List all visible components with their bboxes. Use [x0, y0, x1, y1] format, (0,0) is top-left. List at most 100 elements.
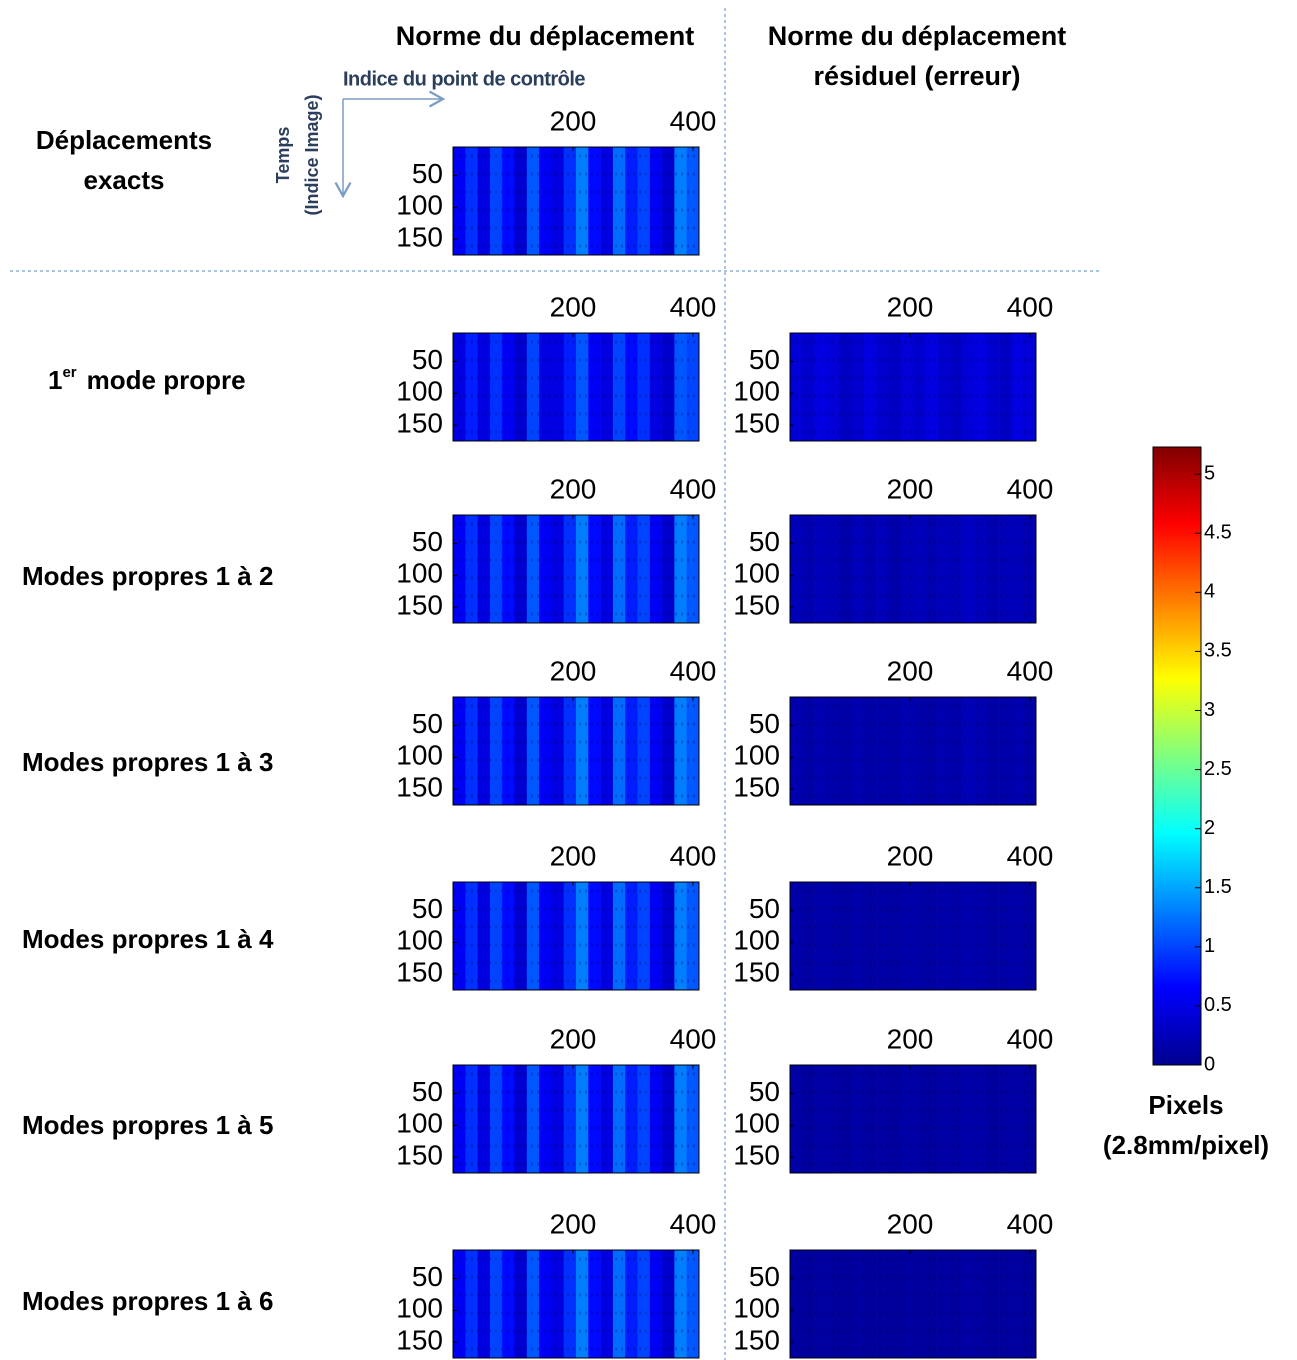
y-tick-label: 150 [396, 408, 443, 439]
heatmap-cell [588, 1250, 601, 1358]
heatmap-cell [563, 1065, 577, 1173]
heatmap-frame [452, 514, 700, 624]
row-label: Modes propres 1 à 4 [22, 924, 274, 954]
heatmap-cell [876, 1065, 889, 1173]
heatmap-cell [625, 1250, 638, 1358]
heatmap-cell [1011, 697, 1024, 805]
heatmap-cell [649, 697, 663, 805]
colorbar-tick-label: 1 [1204, 935, 1215, 957]
row-label-text: mode propre [87, 365, 246, 395]
heatmap-cell [588, 1065, 601, 1173]
heatmap-cell [876, 515, 889, 623]
heatmap-cell [814, 333, 828, 441]
heatmap-cell [900, 882, 914, 990]
heatmap-cell [637, 1250, 651, 1358]
heatmap-cell [802, 333, 815, 441]
colorbar-tick-label: 0.5 [1204, 994, 1232, 1016]
heatmap-cell [851, 333, 865, 441]
heatmap-cell [949, 1250, 963, 1358]
heatmap-cell [876, 697, 889, 805]
x-tick-label: 200 [550, 840, 597, 871]
heatmap-cell [625, 1065, 638, 1173]
heatmap-frame [789, 881, 1037, 991]
heatmap-cell [962, 697, 975, 805]
heatmap-cell [526, 147, 540, 255]
x-tick-label: 400 [1007, 291, 1054, 322]
y-tick-label: 100 [396, 740, 443, 771]
heatmap-cell [913, 333, 926, 441]
heatmap-cell [937, 882, 951, 990]
heatmap-cell [477, 147, 491, 255]
heatmap-cell [826, 697, 840, 805]
heatmap-cell [489, 333, 503, 441]
heatmap-cell [999, 515, 1012, 623]
heatmap-cell [790, 333, 803, 441]
row-label-superscript: er [62, 364, 76, 381]
y-tick-label: 150 [733, 957, 780, 988]
heatmap-cell [900, 333, 914, 441]
heatmap-cell [514, 515, 528, 623]
row-label: exacts [84, 165, 165, 195]
heatmap-cell [790, 515, 803, 623]
heatmap-cell [974, 515, 988, 623]
heatmap-cell [625, 697, 638, 805]
y-tick-label: 150 [733, 772, 780, 803]
x-tick-label: 200 [550, 1023, 597, 1054]
y-tick-label: 50 [412, 344, 443, 375]
heatmap-cell [949, 697, 963, 805]
heatmap-cell [962, 1250, 975, 1358]
heatmap-cell [465, 147, 478, 255]
heatmap-cell [1023, 882, 1037, 990]
heatmap-cell [888, 1250, 901, 1358]
heatmap-cell [526, 1065, 540, 1173]
heatmap-cell [563, 515, 577, 623]
heatmap-frame [452, 1064, 700, 1174]
y-tick-label: 150 [733, 408, 780, 439]
heatmap-cell [802, 1250, 815, 1358]
heatmap-cell [974, 882, 988, 990]
y-tick-label: 50 [749, 526, 780, 557]
heatmap-cell [686, 697, 700, 805]
heatmap-cell [637, 515, 651, 623]
column-header: Norme du déplacement [396, 21, 695, 51]
heatmap-cell [937, 1065, 951, 1173]
heatmap-cell [489, 1250, 503, 1358]
heatmap-cell [600, 515, 614, 623]
heatmap-cell [465, 1065, 478, 1173]
heatmap-cell [674, 1065, 687, 1173]
heatmap-cell [674, 147, 687, 255]
x-tick-label: 400 [670, 291, 717, 322]
heatmap-cell [925, 515, 938, 623]
heatmap-cell [563, 1250, 577, 1358]
heatmap-cell [802, 882, 815, 990]
y-tick-label: 50 [749, 1076, 780, 1107]
heatmap-cell [1023, 515, 1037, 623]
x-tick-label: 200 [550, 473, 597, 504]
y-tick-label: 50 [749, 708, 780, 739]
heatmap-cell [612, 882, 626, 990]
heatmap-cell [962, 1065, 975, 1173]
heatmap-cell [802, 515, 815, 623]
heatmap-cell [937, 515, 951, 623]
heatmap-cell [826, 515, 840, 623]
heatmap-cell [563, 333, 577, 441]
x-tick-label: 200 [887, 473, 934, 504]
x-tick-label: 400 [1007, 1208, 1054, 1239]
heatmap-cell [514, 333, 528, 441]
heatmap-cell [974, 333, 988, 441]
heatmap-cell [686, 333, 700, 441]
heatmap-cell [576, 1250, 589, 1358]
heatmap-cell [637, 147, 651, 255]
heatmap-cell [937, 1250, 951, 1358]
x-tick-label: 200 [887, 291, 934, 322]
heatmap-frame [789, 514, 1037, 624]
heatmap-cell [588, 333, 601, 441]
heatmap-cell [539, 1250, 552, 1358]
row-label: Modes propres 1 à 5 [22, 1110, 273, 1140]
heatmap-cell [662, 333, 675, 441]
y-tick-label: 50 [412, 893, 443, 924]
heatmap-frame [452, 881, 700, 991]
heatmap-cell [900, 515, 914, 623]
heatmap-cell [649, 1250, 663, 1358]
